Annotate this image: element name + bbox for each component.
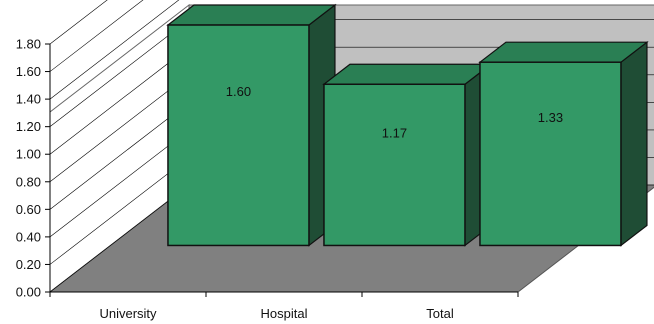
y-tick-label: 0.20 bbox=[16, 257, 41, 272]
bars bbox=[166, 3, 649, 247]
gridline bbox=[49, 0, 180, 100]
y-tick-label: 0.00 bbox=[16, 285, 41, 300]
category-label: Total bbox=[426, 306, 454, 321]
axes bbox=[45, 43, 519, 297]
bar bbox=[478, 40, 649, 247]
y-tick-label: 1.00 bbox=[16, 147, 41, 162]
y-tick-label: 1.80 bbox=[16, 37, 41, 52]
bar-side-face bbox=[620, 40, 648, 247]
bar bbox=[322, 63, 493, 247]
y-tick-label: 0.40 bbox=[16, 229, 41, 244]
bar bbox=[166, 3, 337, 247]
bar-top-face bbox=[322, 63, 493, 85]
bar-front-face bbox=[479, 61, 622, 247]
category-label: University bbox=[99, 306, 157, 321]
category-label: Hospital bbox=[261, 306, 308, 321]
bar-front-face bbox=[323, 83, 466, 247]
bar-top-face bbox=[478, 41, 649, 63]
gridline bbox=[49, 0, 108, 45]
data-label: 1.17 bbox=[382, 126, 407, 141]
data-label: 1.33 bbox=[538, 110, 563, 125]
gridline bbox=[49, 0, 144, 72]
y-tick-label: 1.20 bbox=[16, 119, 41, 134]
bar-top-face bbox=[166, 4, 337, 26]
bar-front-face bbox=[167, 24, 310, 247]
y-tick-label: 1.40 bbox=[16, 92, 41, 107]
y-tick-label: 0.60 bbox=[16, 202, 41, 217]
y-tick-label: 1.60 bbox=[16, 64, 41, 79]
y-tick-label: 0.80 bbox=[16, 174, 41, 189]
data-label: 1.60 bbox=[226, 84, 251, 99]
labels: 0.00 0.20 0.40 0.60 0.80 1.00 1.20 1.40 1.60 1.80… bbox=[16, 37, 563, 322]
